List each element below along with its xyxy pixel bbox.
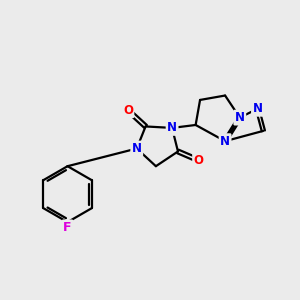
Text: O: O: [194, 154, 204, 167]
Text: N: N: [220, 135, 230, 148]
Text: F: F: [63, 221, 72, 234]
Text: N: N: [235, 111, 245, 124]
Text: N: N: [167, 122, 177, 134]
Text: N: N: [253, 102, 262, 115]
Text: N: N: [132, 142, 142, 155]
Text: O: O: [123, 104, 133, 117]
